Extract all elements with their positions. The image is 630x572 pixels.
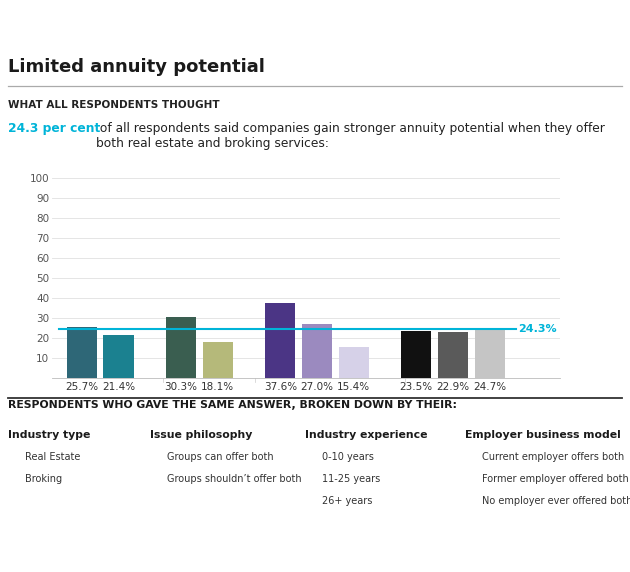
Bar (438, 332, 468, 378)
Text: No employer ever offered both: No employer ever offered both (482, 495, 630, 506)
Bar (103, 335, 134, 378)
Text: Former employer offered both: Former employer offered both (482, 474, 629, 483)
Bar (339, 347, 369, 378)
Text: Limited annuity potential: Limited annuity potential (8, 58, 265, 76)
Text: Employer business model: Employer business model (465, 430, 621, 440)
Bar (302, 324, 332, 378)
Text: 26+ years: 26+ years (322, 495, 372, 506)
Bar (67, 327, 97, 378)
Text: Real Estate: Real Estate (25, 451, 81, 462)
Bar (265, 303, 295, 378)
Text: of all respondents said companies gain stronger annuity potential when they offe: of all respondents said companies gain s… (96, 122, 605, 150)
Text: RESPONDENTS WHO GAVE THE SAME ANSWER, BROKEN DOWN BY THEIR:: RESPONDENTS WHO GAVE THE SAME ANSWER, BR… (8, 400, 457, 410)
Bar (166, 317, 196, 378)
Text: Broking: Broking (25, 474, 62, 483)
Text: 24.3%: 24.3% (518, 324, 556, 335)
Text: Groups shouldn’t offer both: Groups shouldn’t offer both (167, 474, 302, 483)
Text: WHAT ALL RESPONDENTS THOUGHT: WHAT ALL RESPONDENTS THOUGHT (8, 100, 220, 110)
Bar (203, 342, 233, 378)
Bar (475, 328, 505, 378)
Text: 11-25 years: 11-25 years (322, 474, 381, 483)
Text: 0-10 years: 0-10 years (322, 451, 374, 462)
Text: Issue philosophy: Issue philosophy (150, 430, 253, 440)
Text: Current employer offers both: Current employer offers both (482, 451, 624, 462)
Bar (401, 331, 432, 378)
Text: Groups can offer both: Groups can offer both (167, 451, 273, 462)
Text: 4.5: 4.5 (19, 15, 45, 30)
Text: 24.3 per cent: 24.3 per cent (8, 122, 100, 135)
Text: Industry type: Industry type (8, 430, 90, 440)
Text: Industry experience: Industry experience (305, 430, 428, 440)
